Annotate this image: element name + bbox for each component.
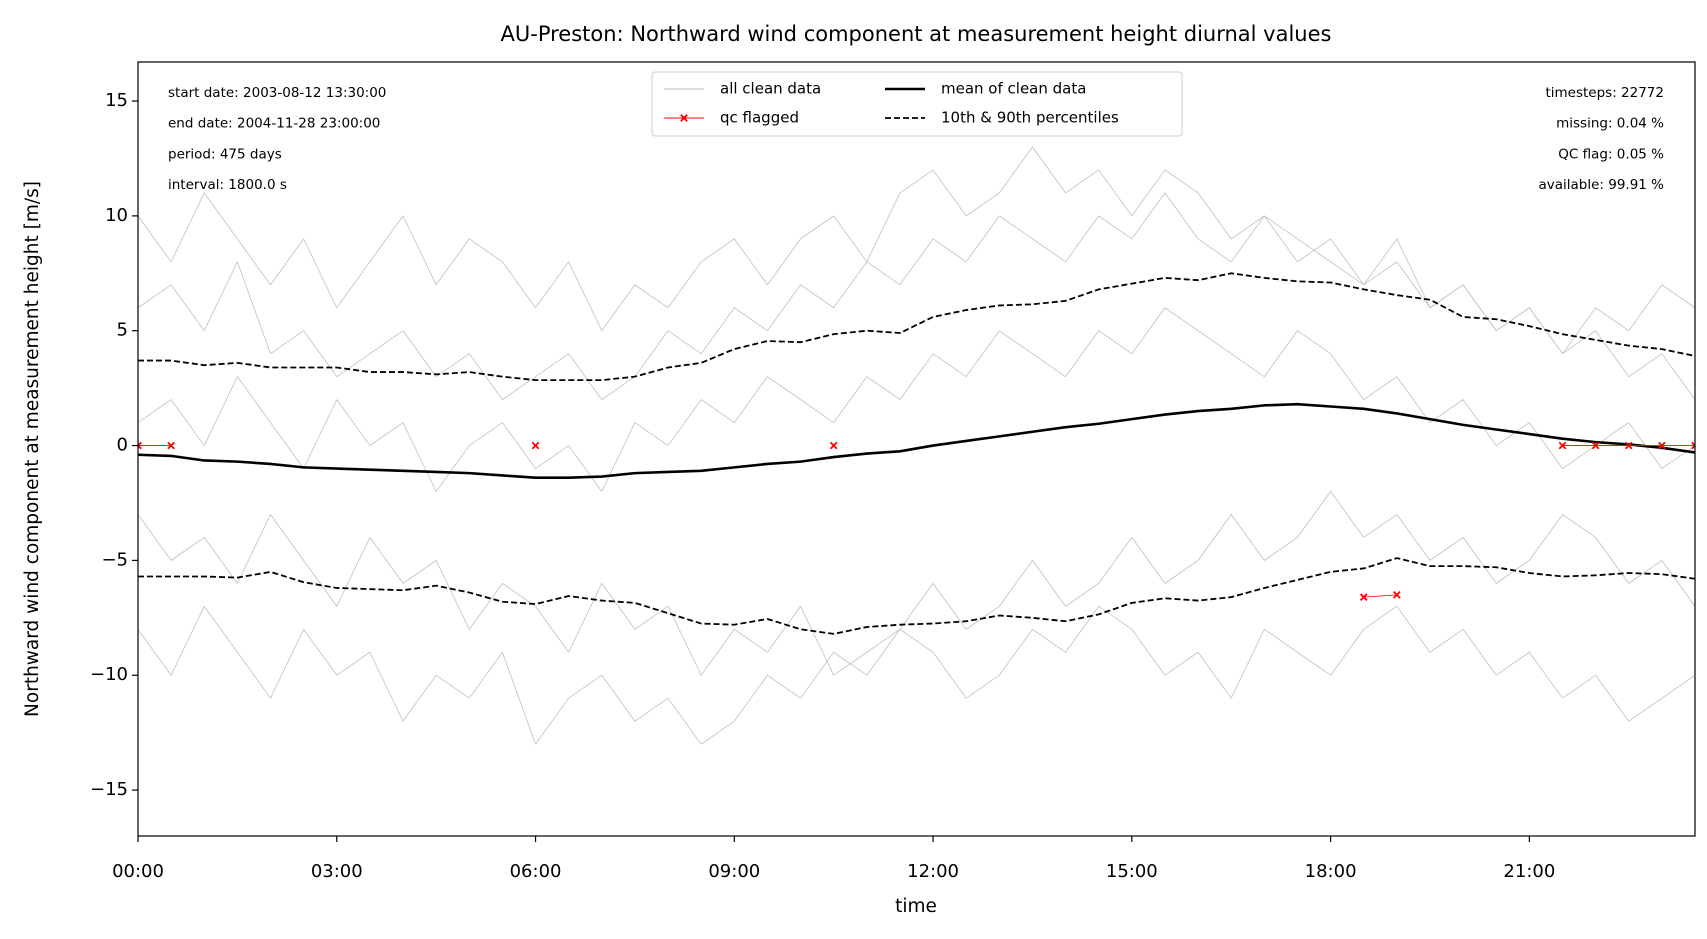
annotation: end date: 2004-11-28 23:00:00	[168, 116, 380, 132]
x-tick-label: 03:00	[311, 861, 363, 882]
x-tick-label: 00:00	[112, 861, 164, 882]
qc-marker	[1624, 441, 1633, 450]
y-tick-label: −15	[90, 779, 128, 800]
legend-label: qc flagged	[720, 109, 799, 127]
annotation: available: 99.91 %	[1538, 177, 1664, 193]
qc-marker	[1359, 593, 1368, 601]
y-tick-label: 0	[117, 435, 128, 456]
qc-marker	[829, 441, 838, 450]
qc-marker	[1591, 441, 1600, 450]
clean-data-line	[138, 307, 1695, 492]
annotation: start date: 2003-08-12 13:30:00	[168, 85, 386, 101]
y-tick-label: 5	[117, 320, 128, 341]
qc-marker	[531, 441, 540, 450]
x-tick-label: 21:00	[1503, 861, 1555, 882]
legend-box	[651, 71, 1183, 137]
x-tick-label: 09:00	[708, 861, 760, 882]
qc-marker	[138, 441, 142, 450]
clean-data-line	[138, 605, 1695, 745]
annotation: QC flag: 0.05 %	[1558, 146, 1664, 162]
legend-label: 10th & 90th percentiles	[941, 109, 1119, 127]
qc-marker	[1393, 591, 1401, 599]
legend-marker	[680, 114, 688, 122]
legend-label: all clean data	[720, 80, 821, 98]
qc-line	[138, 445, 1695, 598]
overlay: −15 −10 −5 0 5 10 15 00:00 03:00 06:00 09:00 12:00 1…	[90, 61, 1696, 882]
axes-frame	[137, 61, 1696, 837]
y-tick-label: 15	[105, 90, 128, 111]
y-tick-label: 10	[105, 205, 128, 226]
y-axis-label: Northward wind component at measurement …	[22, 181, 43, 717]
qc-marker	[1658, 441, 1666, 450]
annotation: interval: 1800.0 s	[168, 177, 287, 193]
x-tick-label: 06:00	[510, 861, 562, 882]
percentile-10-line	[138, 557, 1695, 635]
x-tick-label: 18:00	[1305, 861, 1357, 882]
annotation: missing: 0.04 %	[1556, 116, 1664, 132]
mean-line	[138, 402, 1695, 480]
percentile-90-line	[138, 272, 1695, 381]
x-tick-label: 15:00	[1106, 861, 1158, 882]
x-axis-label: time	[895, 896, 937, 917]
clean-data-line	[138, 491, 1695, 676]
clean-data-line	[138, 146, 1695, 355]
legend-label: mean of clean data	[941, 80, 1086, 98]
x-tick-label: 12:00	[907, 861, 959, 882]
qc-marker	[167, 441, 175, 450]
annotation: timesteps: 22772	[1545, 85, 1664, 101]
chart-title: AU-Preston: Northward wind component at …	[501, 22, 1332, 46]
qc-marker	[1691, 441, 1695, 450]
clean-data-line	[138, 192, 1695, 401]
qc-marker	[1558, 441, 1567, 450]
y-tick-label: −10	[90, 664, 128, 685]
annotation: period: 475 days	[168, 146, 282, 162]
plot-area	[138, 146, 1695, 745]
y-tick-label: −5	[101, 549, 128, 570]
